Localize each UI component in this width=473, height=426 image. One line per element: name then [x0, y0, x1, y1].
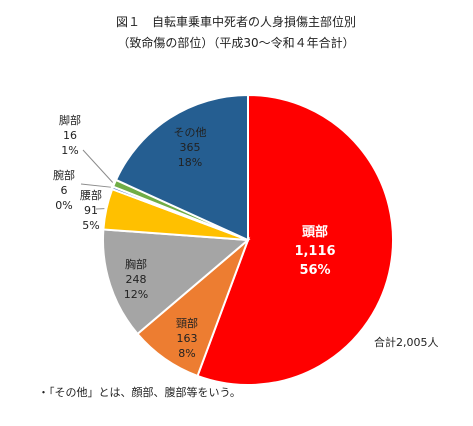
slice-percent-5: 1%: [61, 144, 78, 157]
slice-value-0: 1,116: [294, 244, 335, 259]
slice-value-4: 6: [61, 184, 68, 197]
slice-percent-0: 56%: [299, 263, 330, 278]
slice-percent-6: 18%: [178, 156, 202, 169]
chart-subtitle: （致命傷の部位）（平成30～令和４年合計）: [117, 35, 354, 50]
slice-labels: 頭部 1,116 56% 頸部 163 8% 胸部 248 12% 腰部 91 5% 腕部 6 0% 脚部 16…: [53, 113, 336, 360]
slice-name-6: その他: [174, 126, 207, 139]
slice-value-5: 16: [63, 129, 77, 142]
slice-percent-1: 8%: [178, 347, 195, 360]
slice-percent-4: 0%: [55, 199, 72, 212]
slice-name-1: 頸部: [176, 316, 198, 330]
leader-line-5: [82, 149, 114, 183]
slice-value-6: 365: [180, 141, 201, 154]
pie-slice-0: [196, 93, 395, 386]
slice-value-3: 91: [84, 204, 98, 217]
slice-percent-3: 5%: [82, 219, 99, 232]
pie-slice-2: [102, 228, 251, 336]
pie-slices: [102, 93, 395, 386]
chart-title: 図１ 自転車乗車中死者の人身損傷主部位別: [116, 14, 356, 29]
slice-name-3: 腰部: [80, 188, 102, 202]
leader-line-4: [80, 183, 111, 188]
slice-name-2: 胸部: [125, 257, 147, 271]
slice-name-4: 腕部: [53, 168, 75, 182]
leader-lines: [80, 149, 114, 210]
slice-value-1: 163: [177, 332, 198, 345]
footnote: ・「その他」とは、顔部、腹部等をいう。: [38, 385, 241, 399]
total-label: 合計2,005人: [374, 335, 439, 349]
slice-name-5: 脚部: [59, 113, 81, 127]
slice-name-0: 頭部: [302, 224, 328, 240]
slice-percent-2: 12%: [124, 288, 148, 301]
slice-value-2: 248: [126, 273, 147, 286]
pie-slice-6: [114, 93, 249, 242]
